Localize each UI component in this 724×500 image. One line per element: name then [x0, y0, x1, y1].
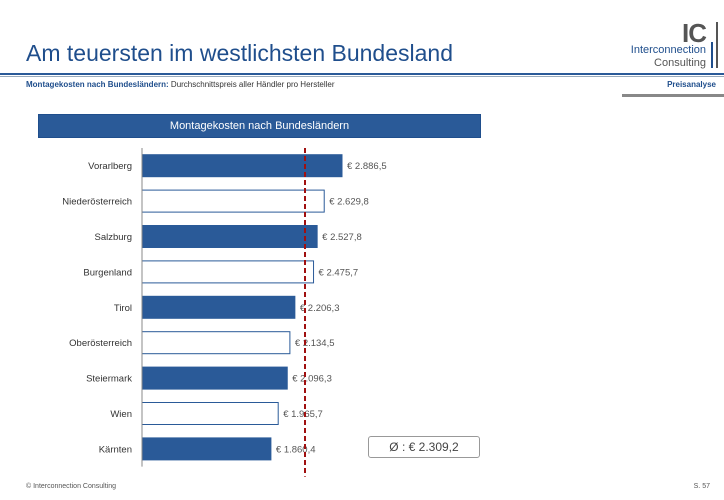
category-label: Vorarlberg: [88, 161, 132, 172]
section-rule: [622, 94, 724, 97]
section-label: Preisanalyse: [667, 80, 716, 89]
category-label: Steiermark: [86, 374, 132, 385]
category-label: Oberösterreich: [69, 338, 132, 349]
logo-bar: [716, 22, 718, 68]
data-label: € 2.134,5: [295, 338, 335, 349]
data-label: € 2.886,5: [347, 161, 387, 172]
data-label: € 1.965,7: [283, 409, 323, 420]
bar: [141, 295, 296, 319]
company-logo: IC Interconnection Consulting: [612, 18, 718, 69]
bar: [141, 225, 318, 248]
data-label: € 1.860,4: [276, 444, 316, 455]
category-label: Salzburg: [95, 232, 133, 243]
data-label: € 2.629,8: [329, 197, 369, 208]
subtitle-bold: Montagekosten nach Bundesländern:: [26, 80, 169, 89]
subtitle: Montagekosten nach Bundesländern: Durchs…: [26, 80, 335, 89]
footer-copyright: © Interconnection Consulting: [26, 483, 116, 490]
bar: [141, 437, 272, 461]
bar: [141, 260, 315, 284]
category-label: Kärnten: [99, 444, 132, 455]
category-label: Niederösterreich: [62, 197, 132, 208]
data-label: € 2.475,7: [319, 267, 359, 278]
bar: [141, 402, 279, 425]
subtitle-rest: Durchschnittspreis aller Händler pro Her…: [168, 80, 335, 89]
category-label: Tirol: [114, 303, 132, 314]
bar: [141, 154, 343, 178]
chart-title: Montagekosten nach Bundesländern: [38, 114, 481, 138]
category-label: Wien: [110, 409, 132, 420]
bar: [141, 366, 288, 390]
page-title: Am teuersten im westlichsten Bundesland: [26, 40, 453, 66]
logo-bar: [711, 42, 713, 68]
logo-line1: Interconnection: [630, 44, 706, 56]
bar: [141, 189, 325, 213]
category-label: Burgenland: [83, 267, 132, 278]
data-label: € 2.096,3: [292, 374, 332, 385]
data-label: € 2.527,8: [322, 232, 362, 243]
page-number: S. 57: [693, 483, 710, 490]
data-label: € 2.206,3: [300, 303, 340, 314]
average-label: Ø : € 2.309,2: [368, 436, 480, 458]
title-rule: [0, 73, 724, 75]
logo-line2: Consulting: [654, 57, 706, 69]
title-rule-thin: [0, 76, 724, 77]
bar: [141, 331, 291, 355]
logo-mark: IC: [682, 18, 707, 48]
